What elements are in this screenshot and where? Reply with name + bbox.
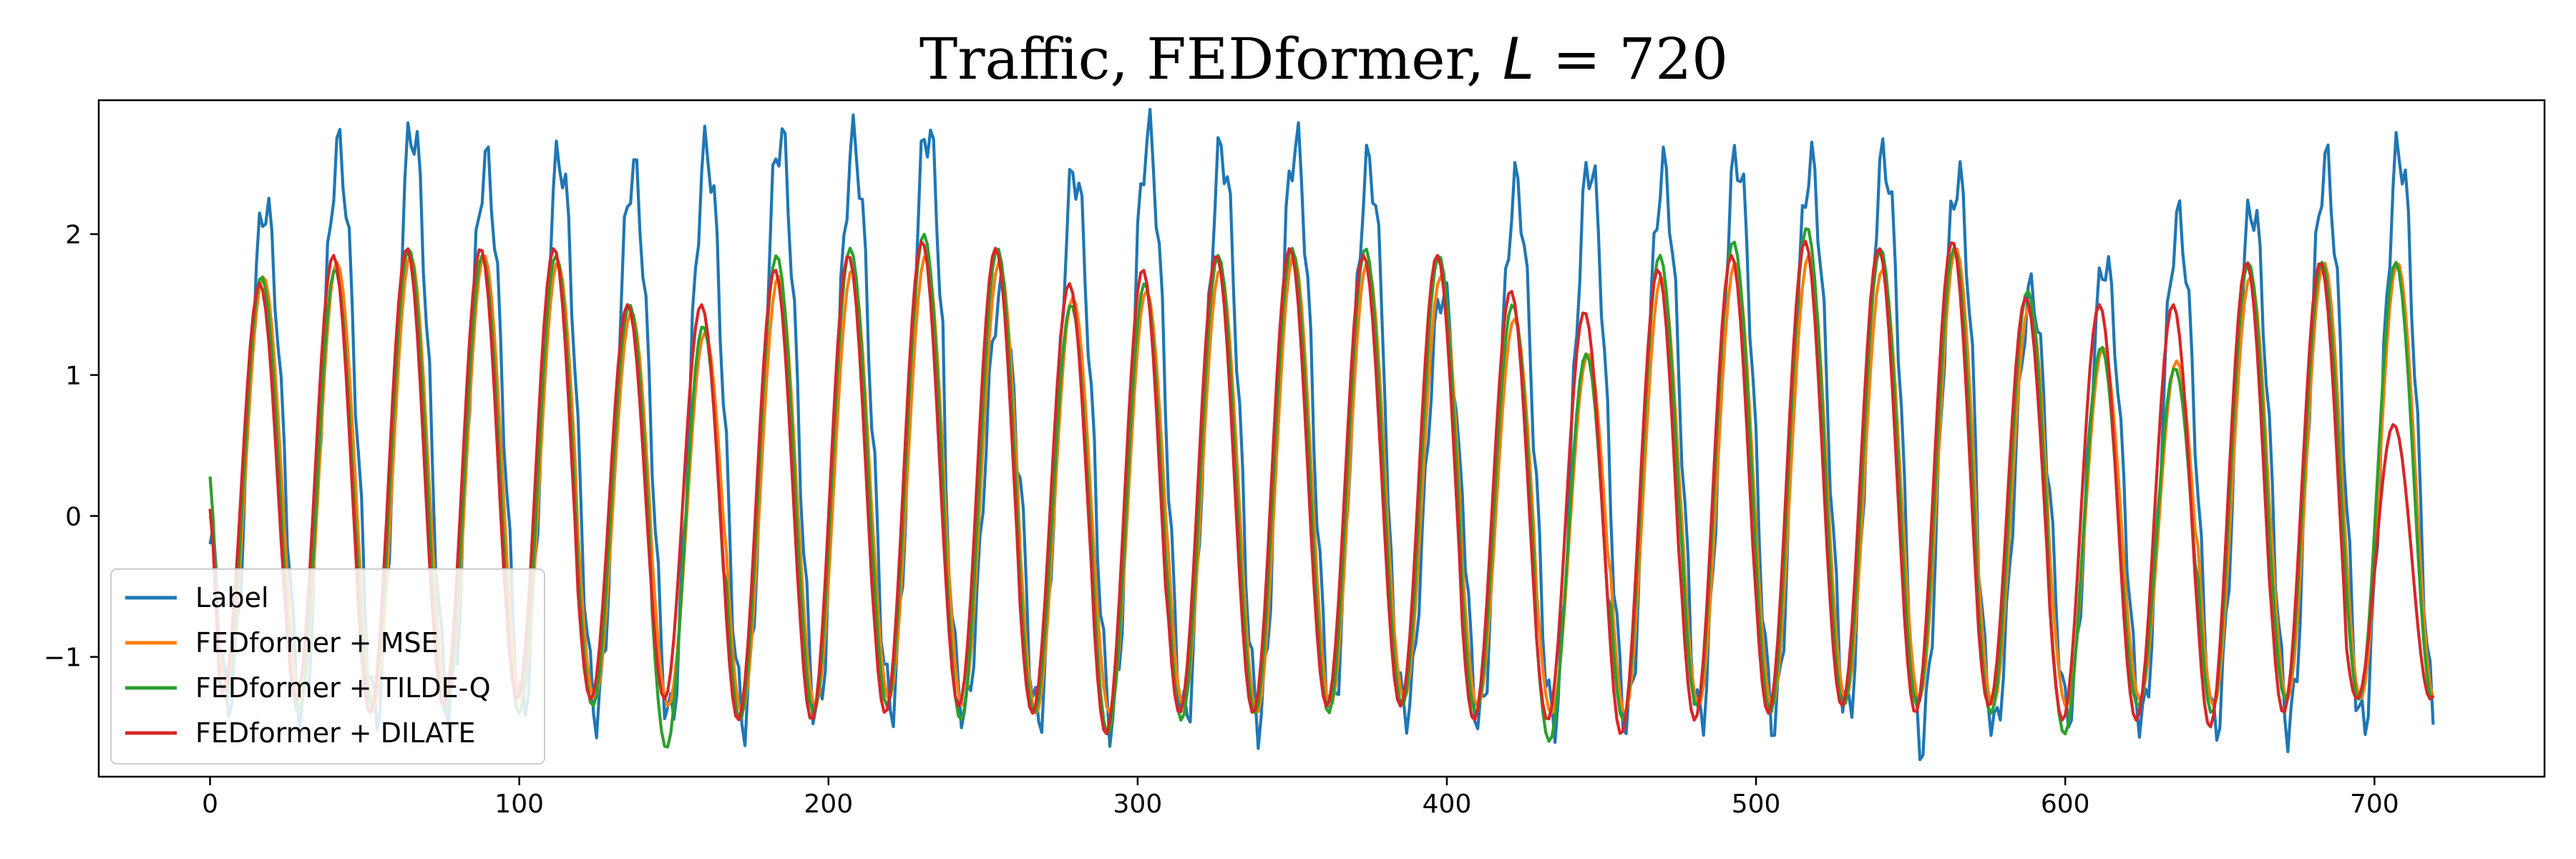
legend-box bbox=[110, 568, 545, 765]
chart-title: Traffic, FEDformer, L = 720 bbox=[919, 26, 1728, 92]
y-axis: −1 0 1 2 bbox=[44, 220, 99, 673]
x-tick-label: 700 bbox=[2350, 790, 2399, 819]
legend: Label FEDformer + MSE FEDformer + TILDE-Q F… bbox=[110, 568, 545, 765]
x-tick-label: 600 bbox=[2041, 790, 2090, 819]
y-tick-label: −1 bbox=[44, 644, 82, 673]
series-line-4 bbox=[208, 240, 2434, 736]
plot-frame bbox=[97, 99, 2546, 778]
x-tick-label: 0 bbox=[202, 790, 218, 819]
series-layer bbox=[208, 107, 2435, 762]
x-tick-label: 200 bbox=[804, 790, 853, 819]
x-tick-label: 300 bbox=[1113, 790, 1163, 819]
legend-label: FEDformer + TILDE-Q bbox=[195, 672, 491, 704]
y-tick-label: 1 bbox=[65, 361, 82, 391]
x-axis: 0 100 200 300 400 500 600 700 bbox=[202, 777, 2399, 819]
legend-label: FEDformer + MSE bbox=[195, 627, 439, 659]
y-tick-label: 0 bbox=[65, 503, 82, 532]
series-line-1 bbox=[208, 107, 2435, 762]
x-tick-label: 100 bbox=[494, 790, 544, 819]
legend-label: Label bbox=[195, 582, 269, 613]
series-line-2 bbox=[208, 248, 2435, 715]
chart-title-math: L bbox=[1503, 26, 1535, 92]
chart-title-prefix: Traffic, FEDformer, bbox=[919, 26, 1503, 92]
y-tick-label: 2 bbox=[65, 220, 82, 250]
x-tick-label: 400 bbox=[1423, 790, 1472, 819]
x-tick-label: 500 bbox=[1732, 790, 1781, 819]
chart-title-suffix: = 720 bbox=[1534, 26, 1728, 92]
legend-label: FEDformer + DILATE bbox=[195, 717, 476, 749]
